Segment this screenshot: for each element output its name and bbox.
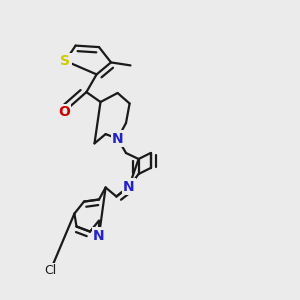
Text: N: N (112, 132, 123, 145)
Text: Cl: Cl (44, 264, 56, 277)
Text: N: N (93, 229, 105, 242)
Text: S: S (60, 54, 70, 68)
Text: O: O (58, 105, 70, 119)
Text: N: N (123, 180, 135, 194)
